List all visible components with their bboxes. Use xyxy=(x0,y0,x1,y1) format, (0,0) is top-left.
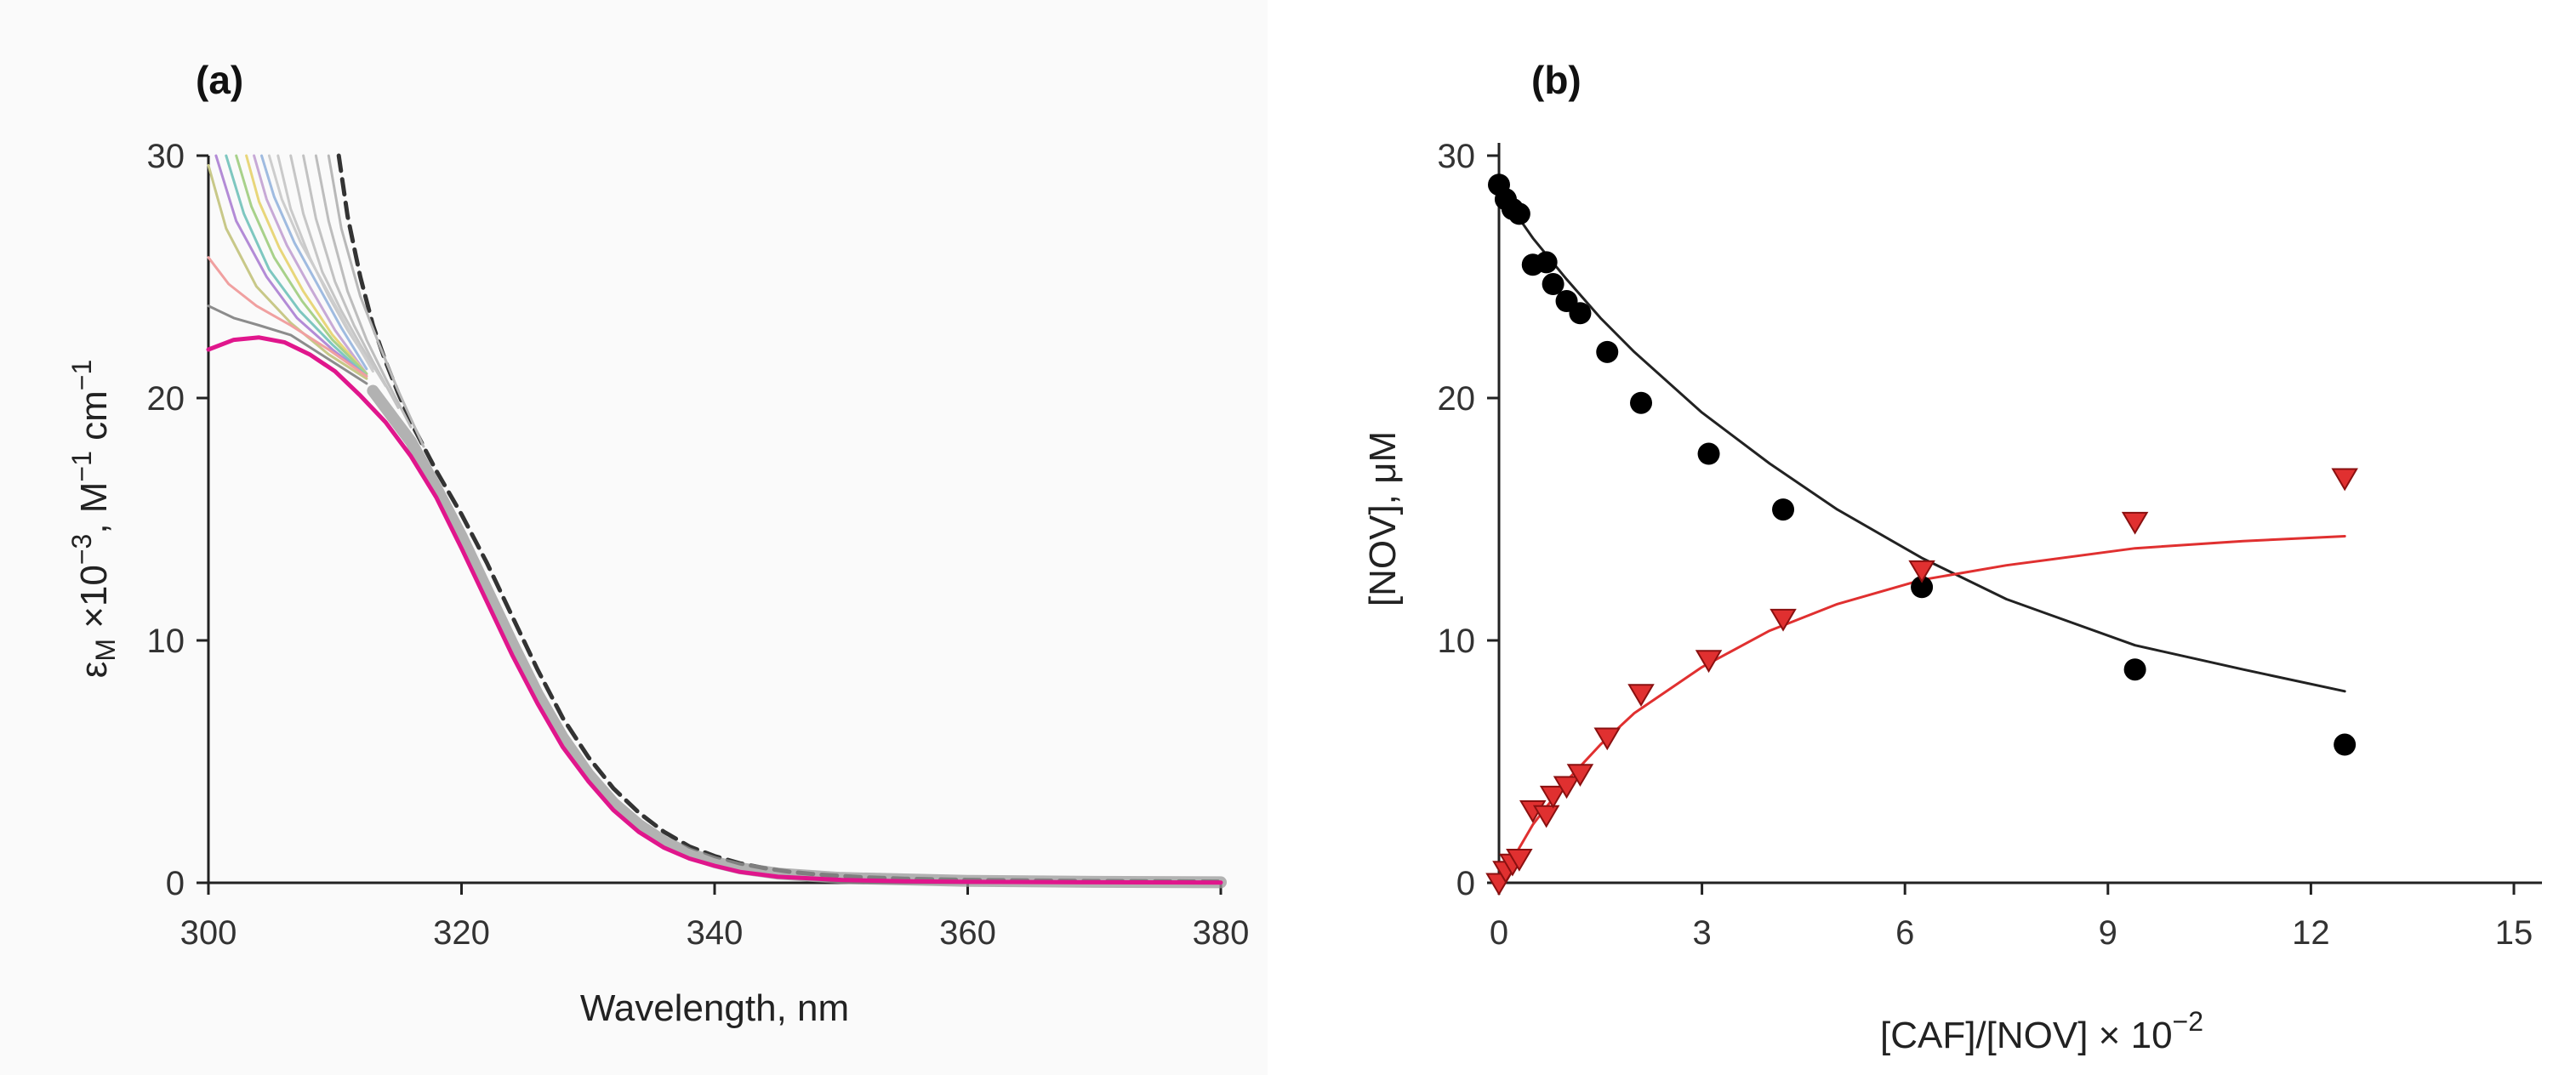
panel-b-black-circle-point xyxy=(1507,202,1530,225)
panel-a-series-salmon xyxy=(207,256,368,378)
panel-b-series-black-fit xyxy=(1497,188,2346,693)
x-label-mid: × 10 xyxy=(2088,1015,2172,1056)
panel-b-black-circle-point xyxy=(1535,251,1558,274)
panel-b-x-tick-label: 3 xyxy=(1692,914,1711,952)
panel-a-series-lavender xyxy=(253,154,368,375)
y-label-exp3: −1 xyxy=(66,360,97,390)
panel-b: (b) 0 3 6 9 12 15 0 10 20 30 [NOV], μM [CAF]/[NO… xyxy=(1362,58,2542,1056)
panel-b-red-triangle-point xyxy=(1539,785,1567,809)
panel-b-red-triangle-point xyxy=(2331,468,2358,492)
panel-b-y-tick-label: 0 xyxy=(1456,865,1475,902)
panel-b-x-tick-label: 15 xyxy=(2495,914,2533,952)
panel-a-x-ticks: 300 320 340 360 380 xyxy=(180,883,1250,952)
panel-a-series-green xyxy=(235,154,368,375)
panel-a-x-label: Wavelength, nm xyxy=(580,987,849,1029)
panel-a-series-gray-3 xyxy=(302,154,400,409)
x-label-exp: −2 xyxy=(2173,1006,2203,1037)
panel-a-series-gray-6 xyxy=(267,154,374,373)
panel-a-series-magenta xyxy=(206,335,1223,885)
panel-b-red-triangle-point xyxy=(2121,511,2149,535)
panel-b-red-triangle-point xyxy=(1593,727,1621,751)
panel-b-black-circle-point xyxy=(1911,576,1934,599)
y-label-sub: M xyxy=(90,639,121,662)
panel-a-y-tick-label: 20 xyxy=(147,380,185,418)
panel-a-series-gray-band xyxy=(367,384,1227,889)
panel-a-y-label: εM ×10−3, M−1 cm−1 xyxy=(66,360,121,679)
panel-a-series-darkgray xyxy=(207,304,368,385)
panel-a-x-tick-label: 300 xyxy=(180,914,237,952)
panel-a-series-teal xyxy=(225,154,368,378)
panel-b-background xyxy=(1327,0,2576,1075)
panel-a-series-yellow xyxy=(245,154,368,375)
panel-a-series-olive xyxy=(207,163,368,380)
x-label-main: [CAF]/[NOV] xyxy=(1880,1015,2088,1056)
panel-b-y-label: [NOV], μM xyxy=(1362,431,1404,606)
panel-a-series-gray-1 xyxy=(327,154,425,448)
panel-b-red-triangle-point xyxy=(1695,650,1723,674)
panel-a-y-tick-label: 0 xyxy=(166,865,185,902)
panel-a-label: (a) xyxy=(196,58,243,102)
panel-b-black-circle-point xyxy=(1630,391,1653,414)
panel-b-x-label: [CAF]/[NOV] × 10−2 xyxy=(1880,1006,2203,1056)
y-label-unit: , M xyxy=(73,482,115,534)
panel-b-black-circle-point xyxy=(1772,498,1795,521)
panel-b-series xyxy=(1485,173,2358,896)
panel-b-black-circle-point xyxy=(2334,733,2357,756)
panel-a-y-tick-label: 10 xyxy=(147,623,185,660)
panel-a-series-gray-4 xyxy=(289,154,387,388)
panel-a-x-tick-label: 380 xyxy=(1193,914,1250,952)
panel-b-black-circle-point xyxy=(1697,442,1720,465)
panel-b-red-triangle-point xyxy=(1770,608,1797,632)
panel-b-red-triangle-point xyxy=(1532,805,1560,828)
panel-a: (a) 300 320 340 360 380 0 10 20 30 Wavelength, … xyxy=(66,58,1249,1029)
y-label-exp2: −1 xyxy=(66,451,97,481)
y-label-exp1: −3 xyxy=(66,534,97,565)
panel-b-black-circle-point xyxy=(1596,340,1619,363)
panel-b-y-tick-label: 20 xyxy=(1438,380,1476,418)
panel-a-y-ticks: 0 10 20 30 xyxy=(147,138,208,902)
y-label-unit2: cm xyxy=(73,390,115,451)
panel-b-black-circle-point xyxy=(1542,273,1564,296)
panel-a-series-gray-2 xyxy=(314,154,413,429)
panel-a-x-tick-label: 320 xyxy=(433,914,490,952)
panel-b-y-tick-label: 30 xyxy=(1438,138,1476,175)
panel-b-black-circle-point xyxy=(2123,658,2146,681)
panel-b-y-tick-label: 10 xyxy=(1438,623,1476,660)
panel-b-y-ticks: 0 10 20 30 xyxy=(1438,138,1499,902)
panel-b-x-tick-label: 6 xyxy=(1895,914,1914,952)
panel-b-red-triangle-point xyxy=(1566,764,1594,788)
panel-b-x-tick-label: 0 xyxy=(1490,914,1508,952)
panel-a-x-tick-label: 360 xyxy=(939,914,996,952)
panel-b-black-circle-point xyxy=(1569,302,1592,325)
panel-a-x-tick-label: 340 xyxy=(687,914,744,952)
panel-b-red-triangle-point xyxy=(1908,560,1935,583)
panel-b-red-triangle-point xyxy=(1627,684,1655,707)
panel-b-x-tick-label: 9 xyxy=(2099,914,2117,952)
panel-b-label: (b) xyxy=(1531,58,1582,102)
panel-b-red-triangle-point xyxy=(1553,776,1581,799)
panel-b-x-ticks: 0 3 6 9 12 15 xyxy=(1490,883,2533,952)
panel-a-series-blue xyxy=(260,154,368,371)
panel-b-red-triangle-point xyxy=(1506,849,1533,872)
y-label-epsilon: ε xyxy=(73,662,115,679)
y-label-mid: ×10 xyxy=(73,565,115,639)
panel-a-y-tick-label: 30 xyxy=(147,138,185,175)
panel-a-series xyxy=(206,153,1227,889)
panel-b-x-tick-label: 12 xyxy=(2292,914,2330,952)
panel-a-series-purple xyxy=(214,154,368,378)
